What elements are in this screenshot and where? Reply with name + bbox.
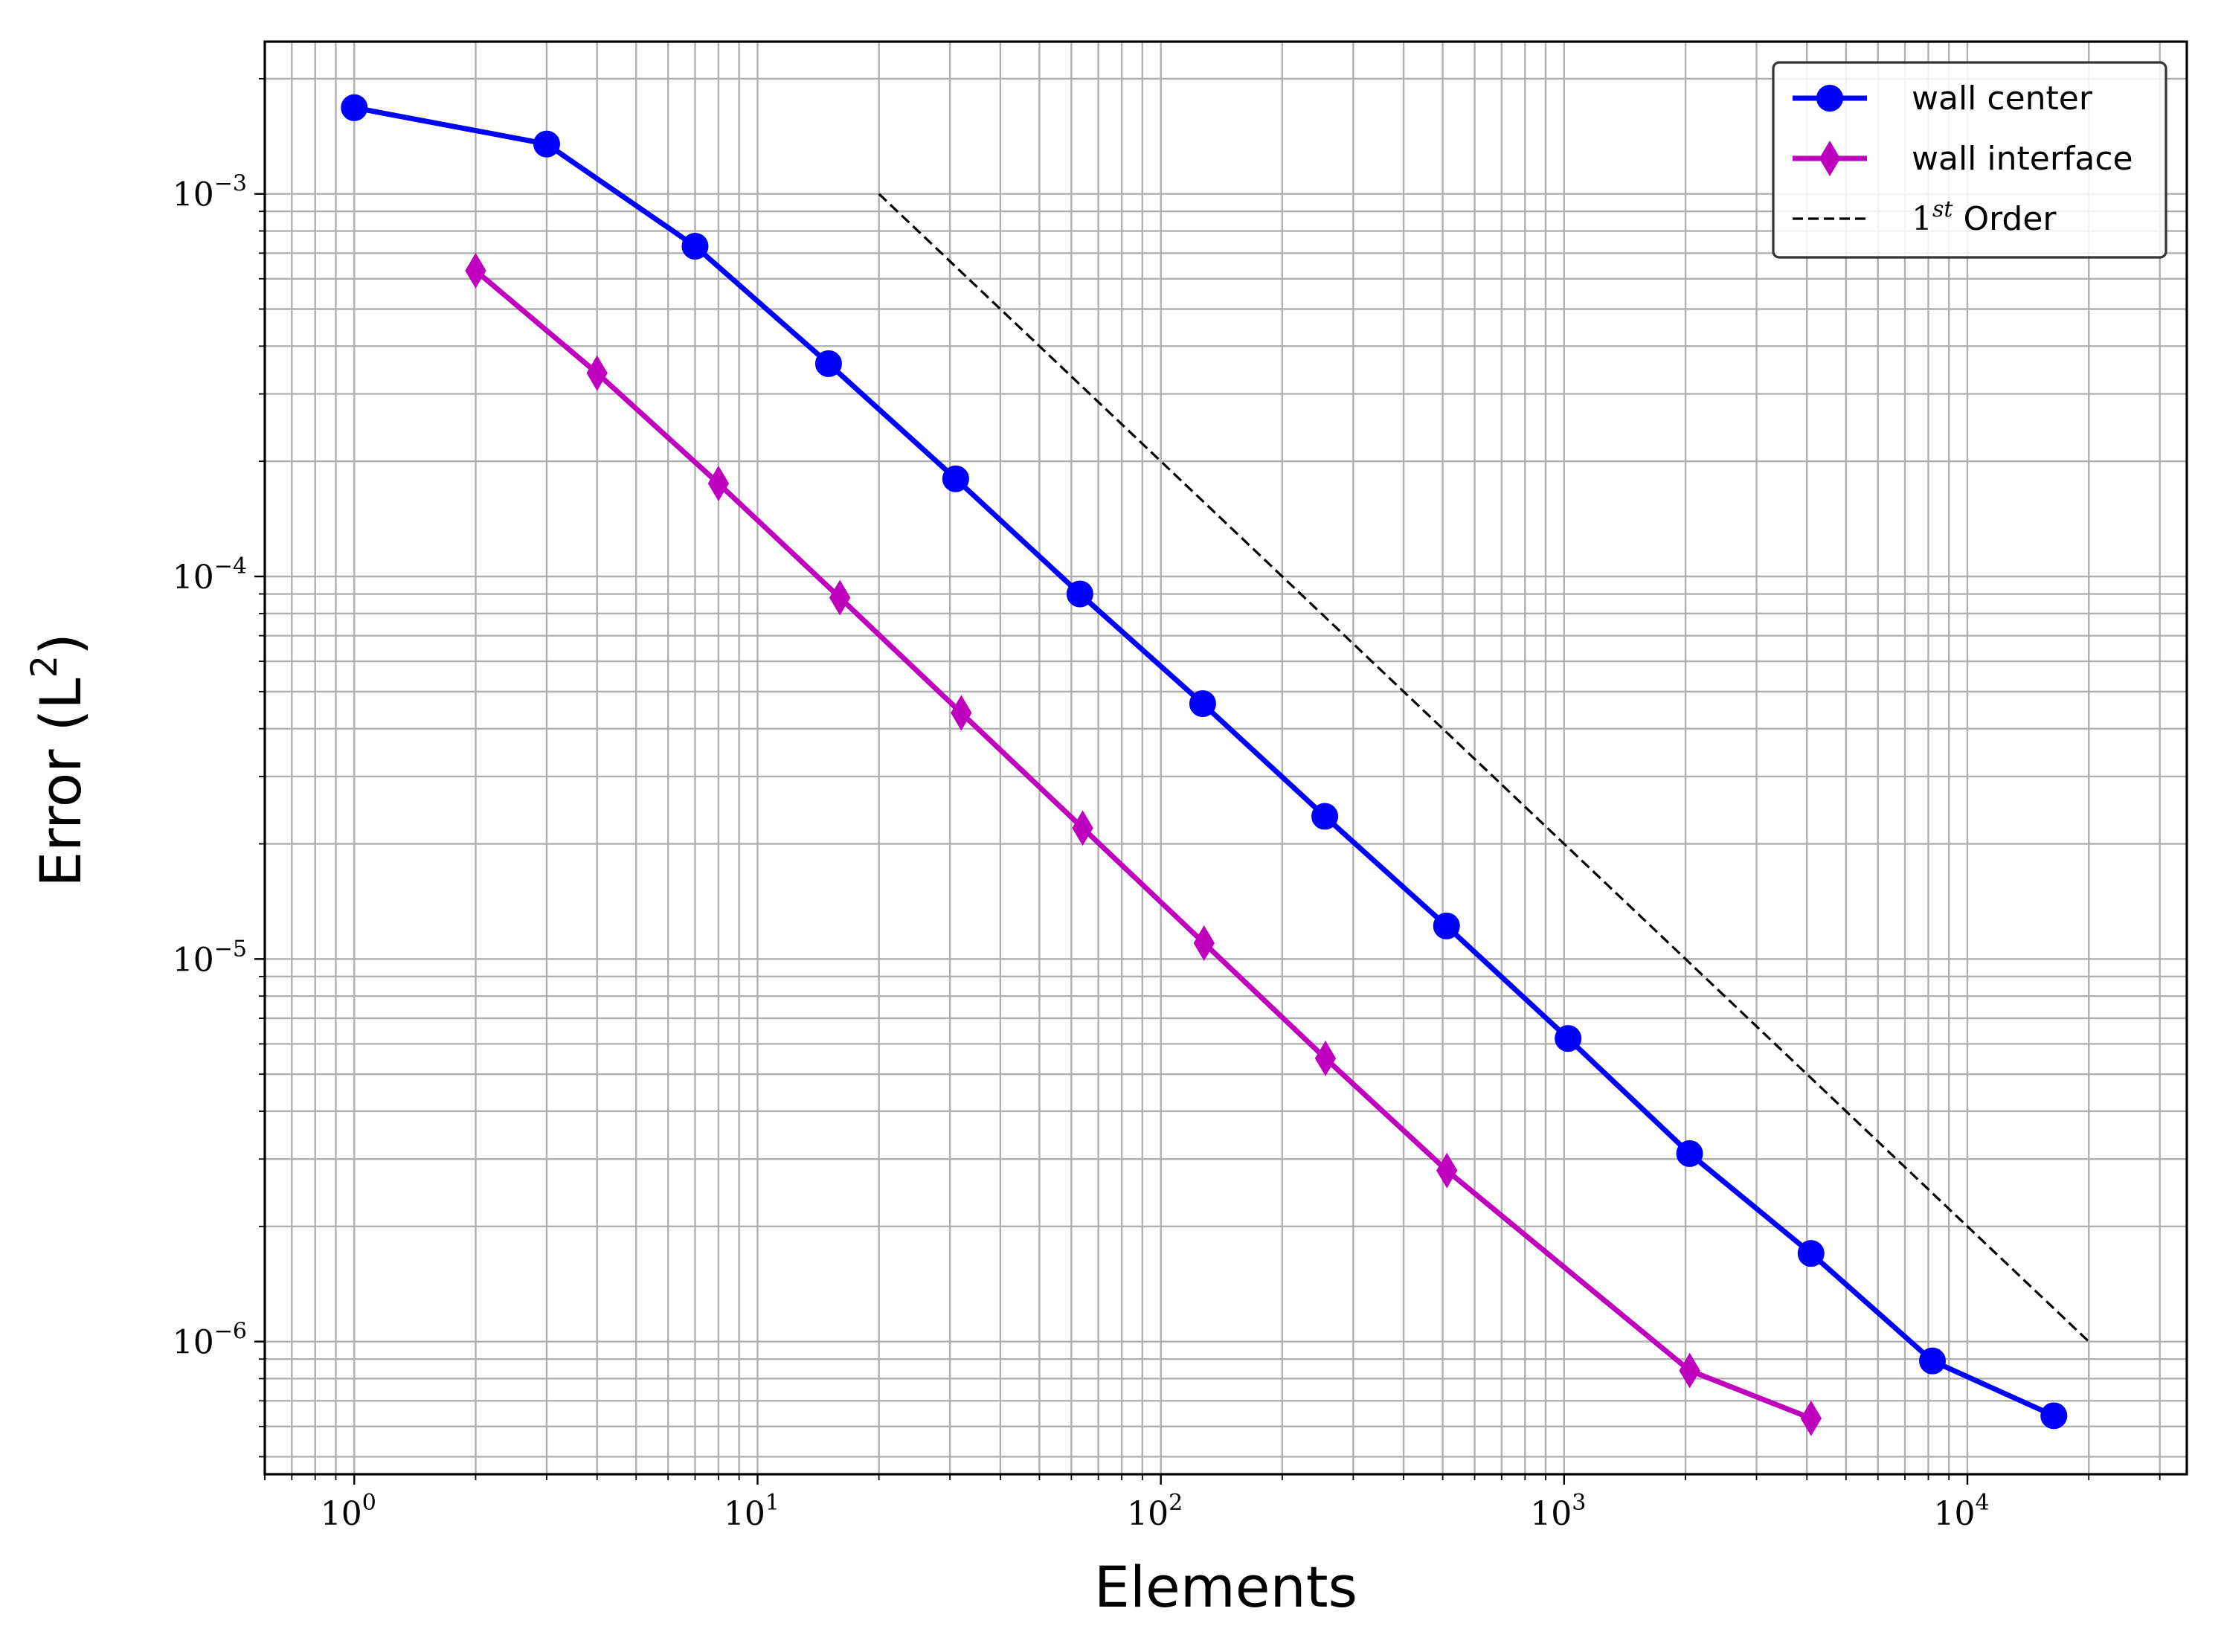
y-tick-label: 10−4 bbox=[173, 553, 247, 597]
x-tick-label: 104 bbox=[1933, 1490, 1989, 1533]
series-0 bbox=[341, 94, 2068, 1430]
data-point bbox=[1066, 580, 1093, 608]
data-point bbox=[707, 466, 730, 501]
data-point bbox=[681, 232, 709, 260]
data-point bbox=[586, 355, 608, 391]
data-point bbox=[942, 465, 969, 492]
data-point bbox=[1436, 1152, 1458, 1189]
legend-label: wall center bbox=[1912, 80, 2093, 118]
plot-frame bbox=[263, 40, 2188, 1476]
x-tick-label: 101 bbox=[724, 1490, 780, 1533]
legend-box bbox=[1772, 61, 2167, 259]
data-point bbox=[1433, 912, 1460, 939]
y-axis-label: Error (L2) bbox=[24, 633, 94, 887]
y-tick-label: 10−3 bbox=[173, 171, 247, 214]
legend-label: 1st Order bbox=[1912, 196, 2057, 238]
data-point bbox=[1311, 803, 1339, 830]
legend-marker bbox=[1819, 141, 1841, 176]
series-layer bbox=[341, 94, 2090, 1436]
legend: wall center wall interface 1st Order bbox=[1772, 61, 2167, 259]
data-point bbox=[1919, 1347, 1947, 1375]
data-point bbox=[533, 130, 560, 158]
series-2 bbox=[878, 193, 2090, 1343]
series-1 bbox=[465, 252, 1822, 1436]
data-point bbox=[1676, 1140, 1703, 1167]
data-point bbox=[1072, 810, 1093, 846]
data-point bbox=[1193, 925, 1215, 961]
y-tick-label: 10−5 bbox=[173, 936, 247, 979]
legend-marker bbox=[1816, 85, 1843, 112]
data-point bbox=[951, 695, 972, 731]
legend-entry: wall interface bbox=[1793, 140, 2133, 178]
legend-entry: 1st Order bbox=[1793, 196, 2057, 238]
x-tick-label: 100 bbox=[321, 1490, 376, 1533]
data-point bbox=[465, 252, 486, 289]
series-line bbox=[353, 105, 2055, 1418]
data-point bbox=[1189, 690, 1216, 718]
data-point bbox=[829, 579, 851, 616]
legend-label: wall interface bbox=[1912, 140, 2133, 178]
x-tick-label: 102 bbox=[1127, 1490, 1183, 1533]
data-point bbox=[1679, 1352, 1700, 1389]
legend-entry: wall center bbox=[1793, 80, 2093, 118]
data-point bbox=[814, 350, 842, 377]
data-point bbox=[341, 94, 368, 121]
x-tick-label: 103 bbox=[1530, 1490, 1586, 1533]
tick-labels: 100 101 102 103 104 10−6 10−5 10−4 10−3 bbox=[173, 171, 1990, 1533]
data-point bbox=[1797, 1240, 1825, 1267]
reference-line bbox=[878, 193, 2090, 1343]
axis-ticks bbox=[254, 77, 2161, 1485]
data-point bbox=[1800, 1400, 1822, 1436]
x-axis-label: Elements bbox=[1094, 1554, 1357, 1620]
data-point bbox=[1314, 1040, 1337, 1076]
data-point bbox=[1555, 1025, 1582, 1052]
data-point bbox=[2040, 1402, 2068, 1430]
y-tick-label: 10−6 bbox=[173, 1319, 247, 1362]
